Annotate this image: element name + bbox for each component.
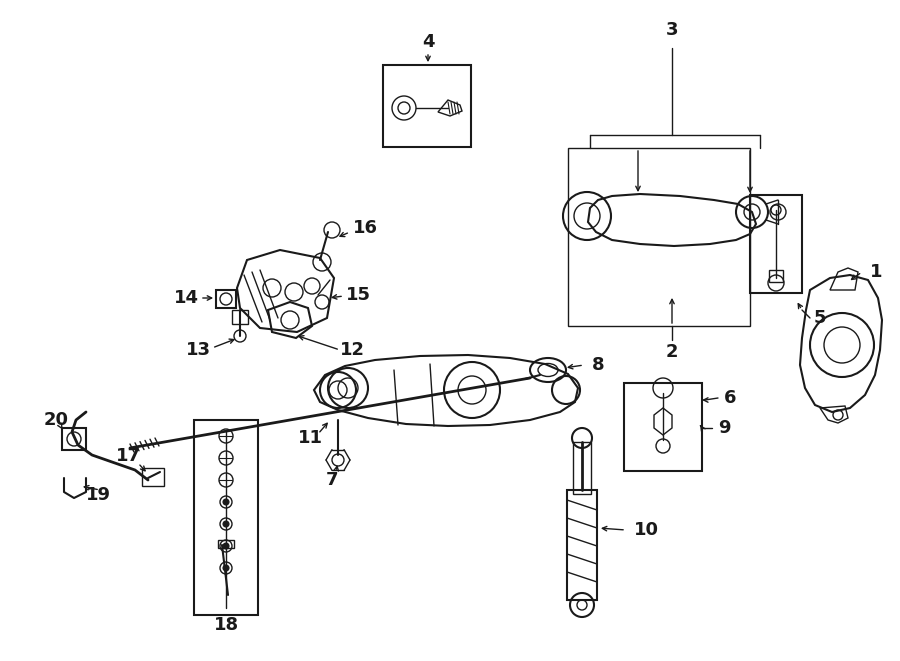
Bar — [62, 428, 86, 450]
Text: 6: 6 — [724, 389, 736, 407]
Text: 15: 15 — [346, 286, 371, 304]
Text: 8: 8 — [591, 356, 604, 374]
Bar — [567, 490, 597, 600]
Circle shape — [223, 565, 229, 571]
Circle shape — [223, 543, 229, 549]
Text: 16: 16 — [353, 219, 377, 237]
Bar — [218, 540, 234, 548]
Text: 19: 19 — [86, 486, 111, 504]
Bar — [750, 195, 802, 293]
Bar — [383, 65, 471, 147]
Bar — [142, 468, 164, 486]
Text: 13: 13 — [185, 341, 211, 359]
Circle shape — [223, 499, 229, 505]
Bar — [573, 442, 591, 494]
Bar — [624, 383, 702, 471]
Text: 7: 7 — [326, 471, 338, 489]
Text: 5: 5 — [814, 309, 826, 327]
Text: 3: 3 — [666, 21, 679, 39]
Bar — [216, 290, 236, 308]
Bar — [194, 420, 258, 615]
Text: 9: 9 — [718, 419, 730, 437]
Circle shape — [223, 521, 229, 527]
Text: 20: 20 — [43, 411, 68, 429]
Bar — [232, 310, 248, 324]
Bar — [568, 148, 750, 326]
Text: 11: 11 — [298, 429, 322, 447]
Text: 2: 2 — [666, 343, 679, 361]
Text: 4: 4 — [422, 33, 434, 51]
Text: 1: 1 — [869, 263, 882, 281]
Text: 14: 14 — [174, 289, 199, 307]
Text: 10: 10 — [634, 521, 659, 539]
Bar — [769, 270, 783, 282]
Text: 17: 17 — [115, 447, 140, 465]
Text: 18: 18 — [213, 616, 238, 634]
Text: 12: 12 — [339, 341, 365, 359]
